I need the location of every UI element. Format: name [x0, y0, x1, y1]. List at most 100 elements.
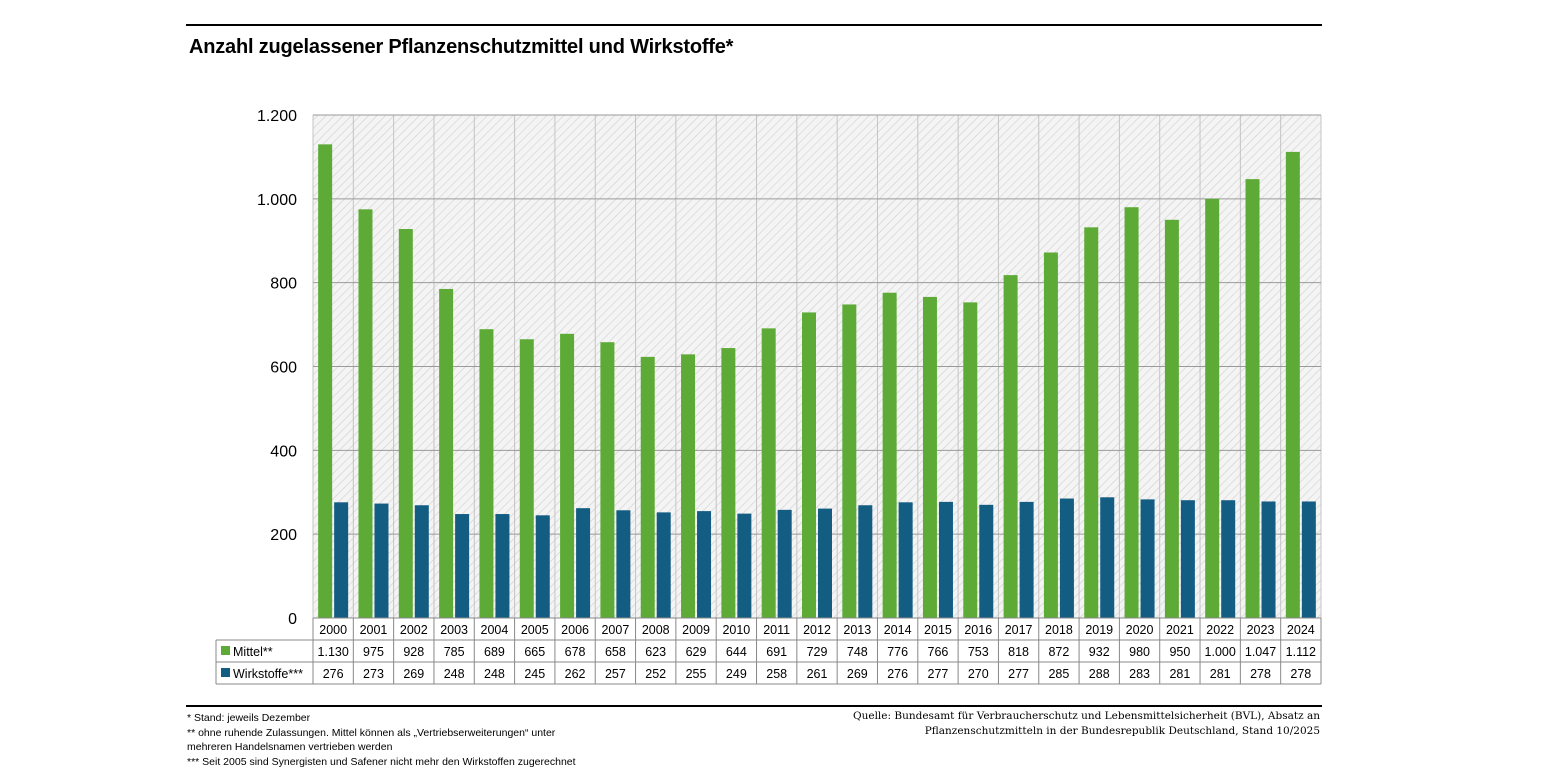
data-label-wirkstoffe: 283	[1129, 667, 1150, 681]
data-label-mittel: 729	[807, 645, 828, 659]
footnote-3: mehreren Handelsnamen vertrieben werden	[187, 741, 393, 753]
x-tick-label: 2019	[1085, 623, 1113, 637]
x-tick-label: 2017	[1005, 623, 1033, 637]
data-label-mittel: 658	[605, 645, 626, 659]
bar-wirkstoffe	[777, 509, 792, 618]
data-label-mittel: 678	[565, 645, 586, 659]
data-label-mittel: 748	[847, 645, 868, 659]
y-tick-label: 0	[288, 611, 297, 628]
x-tick-label: 2010	[722, 623, 750, 637]
data-label-wirkstoffe: 270	[968, 667, 989, 681]
data-label-wirkstoffe: 276	[887, 667, 908, 681]
source-note: Quelle: Bundesamt für Verbraucherschutz …	[820, 709, 1320, 739]
y-tick-label: 1.200	[257, 108, 297, 125]
x-tick-label: 2014	[884, 623, 912, 637]
x-tick-label: 2003	[440, 623, 468, 637]
x-tick-label: 2000	[319, 623, 347, 637]
x-tick-label: 2015	[924, 623, 952, 637]
bar-wirkstoffe	[858, 505, 873, 618]
data-label-mittel: 689	[484, 645, 505, 659]
bar-mittel	[1164, 219, 1179, 618]
data-label-mittel: 1.000	[1205, 645, 1236, 659]
data-label-mittel: 975	[363, 645, 384, 659]
bar-wirkstoffe	[455, 514, 470, 618]
bar-wirkstoffe	[1019, 501, 1034, 618]
bar-wirkstoffe	[1261, 501, 1276, 618]
bar-mittel	[1003, 275, 1018, 618]
bar-mittel	[519, 339, 534, 618]
x-tick-label: 2002	[400, 623, 428, 637]
y-tick-label: 800	[270, 276, 297, 293]
data-label-mittel: 932	[1089, 645, 1110, 659]
data-label-wirkstoffe: 273	[363, 667, 384, 681]
bar-mittel	[439, 288, 454, 618]
data-label-wirkstoffe: 281	[1210, 667, 1231, 681]
x-tick-label: 2023	[1247, 623, 1275, 637]
x-tick-label: 2008	[642, 623, 670, 637]
bar-wirkstoffe	[414, 505, 429, 618]
bar-mittel	[1124, 207, 1139, 618]
bar-mittel	[721, 348, 736, 618]
data-label-mittel: 872	[1048, 645, 1069, 659]
bar-wirkstoffe	[334, 502, 349, 618]
legend-swatch-mittel	[221, 646, 230, 655]
bar-wirkstoffe	[818, 508, 832, 618]
data-label-mittel: 629	[686, 645, 707, 659]
data-label-mittel: 753	[968, 645, 989, 659]
bar-mittel	[318, 144, 333, 618]
data-label-wirkstoffe: 255	[686, 667, 707, 681]
y-tick-label: 200	[270, 527, 297, 544]
legend-label-mittel: Mittel**	[233, 645, 273, 659]
bar-mittel	[600, 342, 615, 618]
data-label-wirkstoffe: 281	[1169, 667, 1190, 681]
x-tick-label: 2009	[682, 623, 710, 637]
data-label-wirkstoffe: 257	[605, 667, 626, 681]
data-label-wirkstoffe: 248	[484, 667, 505, 681]
bar-wirkstoffe	[898, 502, 913, 618]
data-label-wirkstoffe: 262	[565, 667, 586, 681]
x-tick-label: 2005	[521, 623, 549, 637]
data-label-wirkstoffe: 276	[323, 667, 344, 681]
bar-mittel	[560, 333, 575, 618]
y-tick-label: 400	[270, 443, 297, 460]
bar-wirkstoffe	[1140, 499, 1155, 618]
bar-wirkstoffe	[576, 508, 591, 618]
data-label-wirkstoffe: 288	[1089, 667, 1110, 681]
data-label-wirkstoffe: 258	[766, 667, 787, 681]
x-tick-label: 2022	[1206, 623, 1234, 637]
data-label-wirkstoffe: 278	[1250, 667, 1271, 681]
y-tick-label: 600	[270, 360, 297, 377]
x-tick-label: 2004	[481, 623, 509, 637]
x-tick-label: 2012	[803, 623, 831, 637]
bar-mittel	[1285, 151, 1300, 619]
data-label-wirkstoffe: 249	[726, 667, 747, 681]
data-label-wirkstoffe: 245	[524, 667, 545, 681]
bar-mittel	[1084, 227, 1099, 618]
data-label-mittel: 950	[1169, 645, 1190, 659]
bar-mittel	[1043, 252, 1058, 618]
data-label-mittel: 766	[928, 645, 949, 659]
source-line-1: Quelle: Bundesamt für Verbraucherschutz …	[852, 710, 1320, 722]
data-label-mittel: 1.047	[1245, 645, 1276, 659]
data-label-mittel: 644	[726, 645, 747, 659]
x-tick-label: 2006	[561, 623, 589, 637]
bar-mittel	[640, 356, 655, 618]
bar-wirkstoffe	[1100, 497, 1115, 618]
data-label-wirkstoffe: 278	[1290, 667, 1311, 681]
bar-chart: 0 200 400 600 800 1.000 1.200 2000 1.130 276 2001…	[215, 108, 1322, 685]
data-label-wirkstoffe: 248	[444, 667, 465, 681]
legend-swatch-wirkstoffe	[221, 668, 230, 677]
data-label-mittel: 818	[1008, 645, 1029, 659]
data-label-mittel: 1.130	[318, 645, 349, 659]
bar-mittel	[681, 354, 696, 618]
bar-wirkstoffe	[1301, 501, 1316, 618]
bar-wirkstoffe	[1180, 500, 1195, 618]
x-tick-label: 2018	[1045, 623, 1073, 637]
data-label-wirkstoffe: 269	[403, 667, 424, 681]
footnotes: * Stand: jeweils Dezember ** ohne ruhend…	[187, 711, 647, 769]
footnote-4: *** Seit 2005 sind Synergisten und Safen…	[187, 755, 576, 768]
bottom-rule	[186, 705, 1322, 707]
bar-wirkstoffe	[495, 514, 510, 618]
bar-wirkstoffe	[1059, 498, 1074, 618]
x-tick-label: 2013	[843, 623, 871, 637]
